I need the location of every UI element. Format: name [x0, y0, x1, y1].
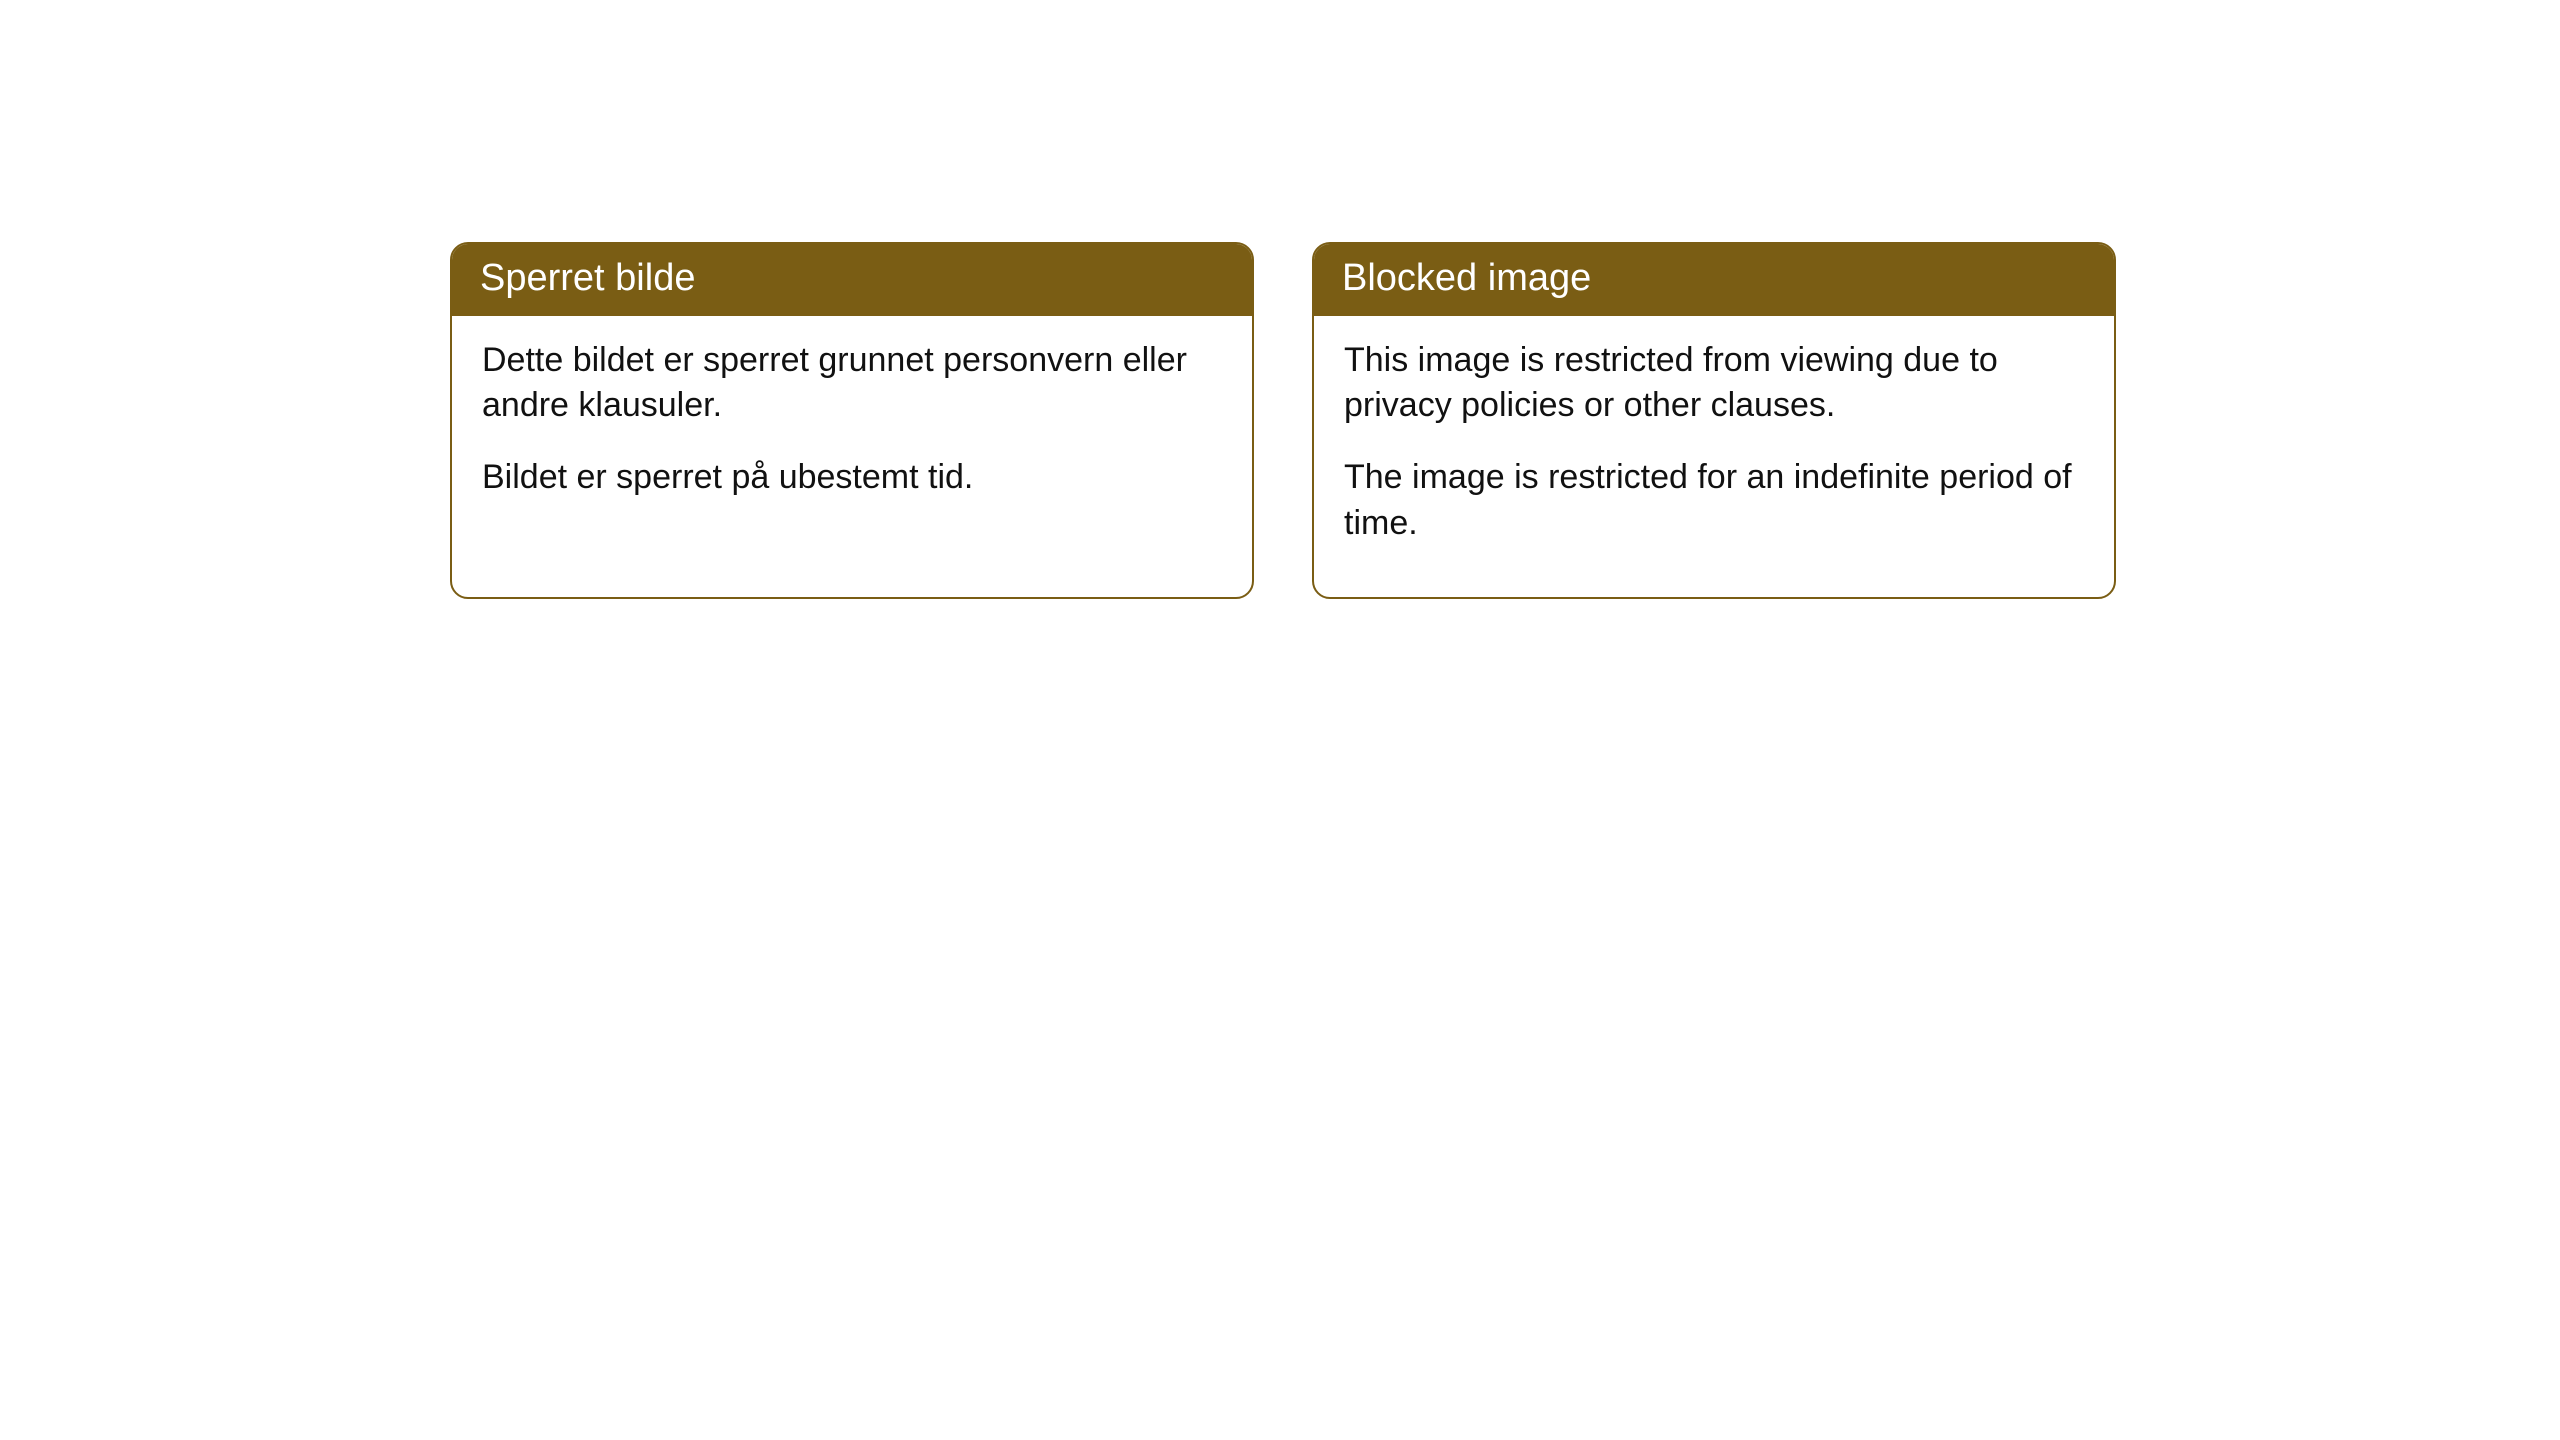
card-paragraph: The image is restricted for an indefinit…: [1344, 455, 2084, 547]
card-paragraph: Dette bildet er sperret grunnet personve…: [482, 338, 1222, 430]
card-paragraph: Bildet er sperret på ubestemt tid.: [482, 455, 1222, 501]
notice-card-norwegian: Sperret bilde Dette bildet er sperret gr…: [450, 242, 1254, 599]
card-body: Dette bildet er sperret grunnet personve…: [452, 316, 1252, 552]
card-header: Blocked image: [1314, 244, 2114, 316]
notice-card-english: Blocked image This image is restricted f…: [1312, 242, 2116, 599]
card-paragraph: This image is restricted from viewing du…: [1344, 338, 2084, 430]
notice-cards-container: Sperret bilde Dette bildet er sperret gr…: [0, 0, 2560, 599]
card-body: This image is restricted from viewing du…: [1314, 316, 2114, 598]
card-header: Sperret bilde: [452, 244, 1252, 316]
